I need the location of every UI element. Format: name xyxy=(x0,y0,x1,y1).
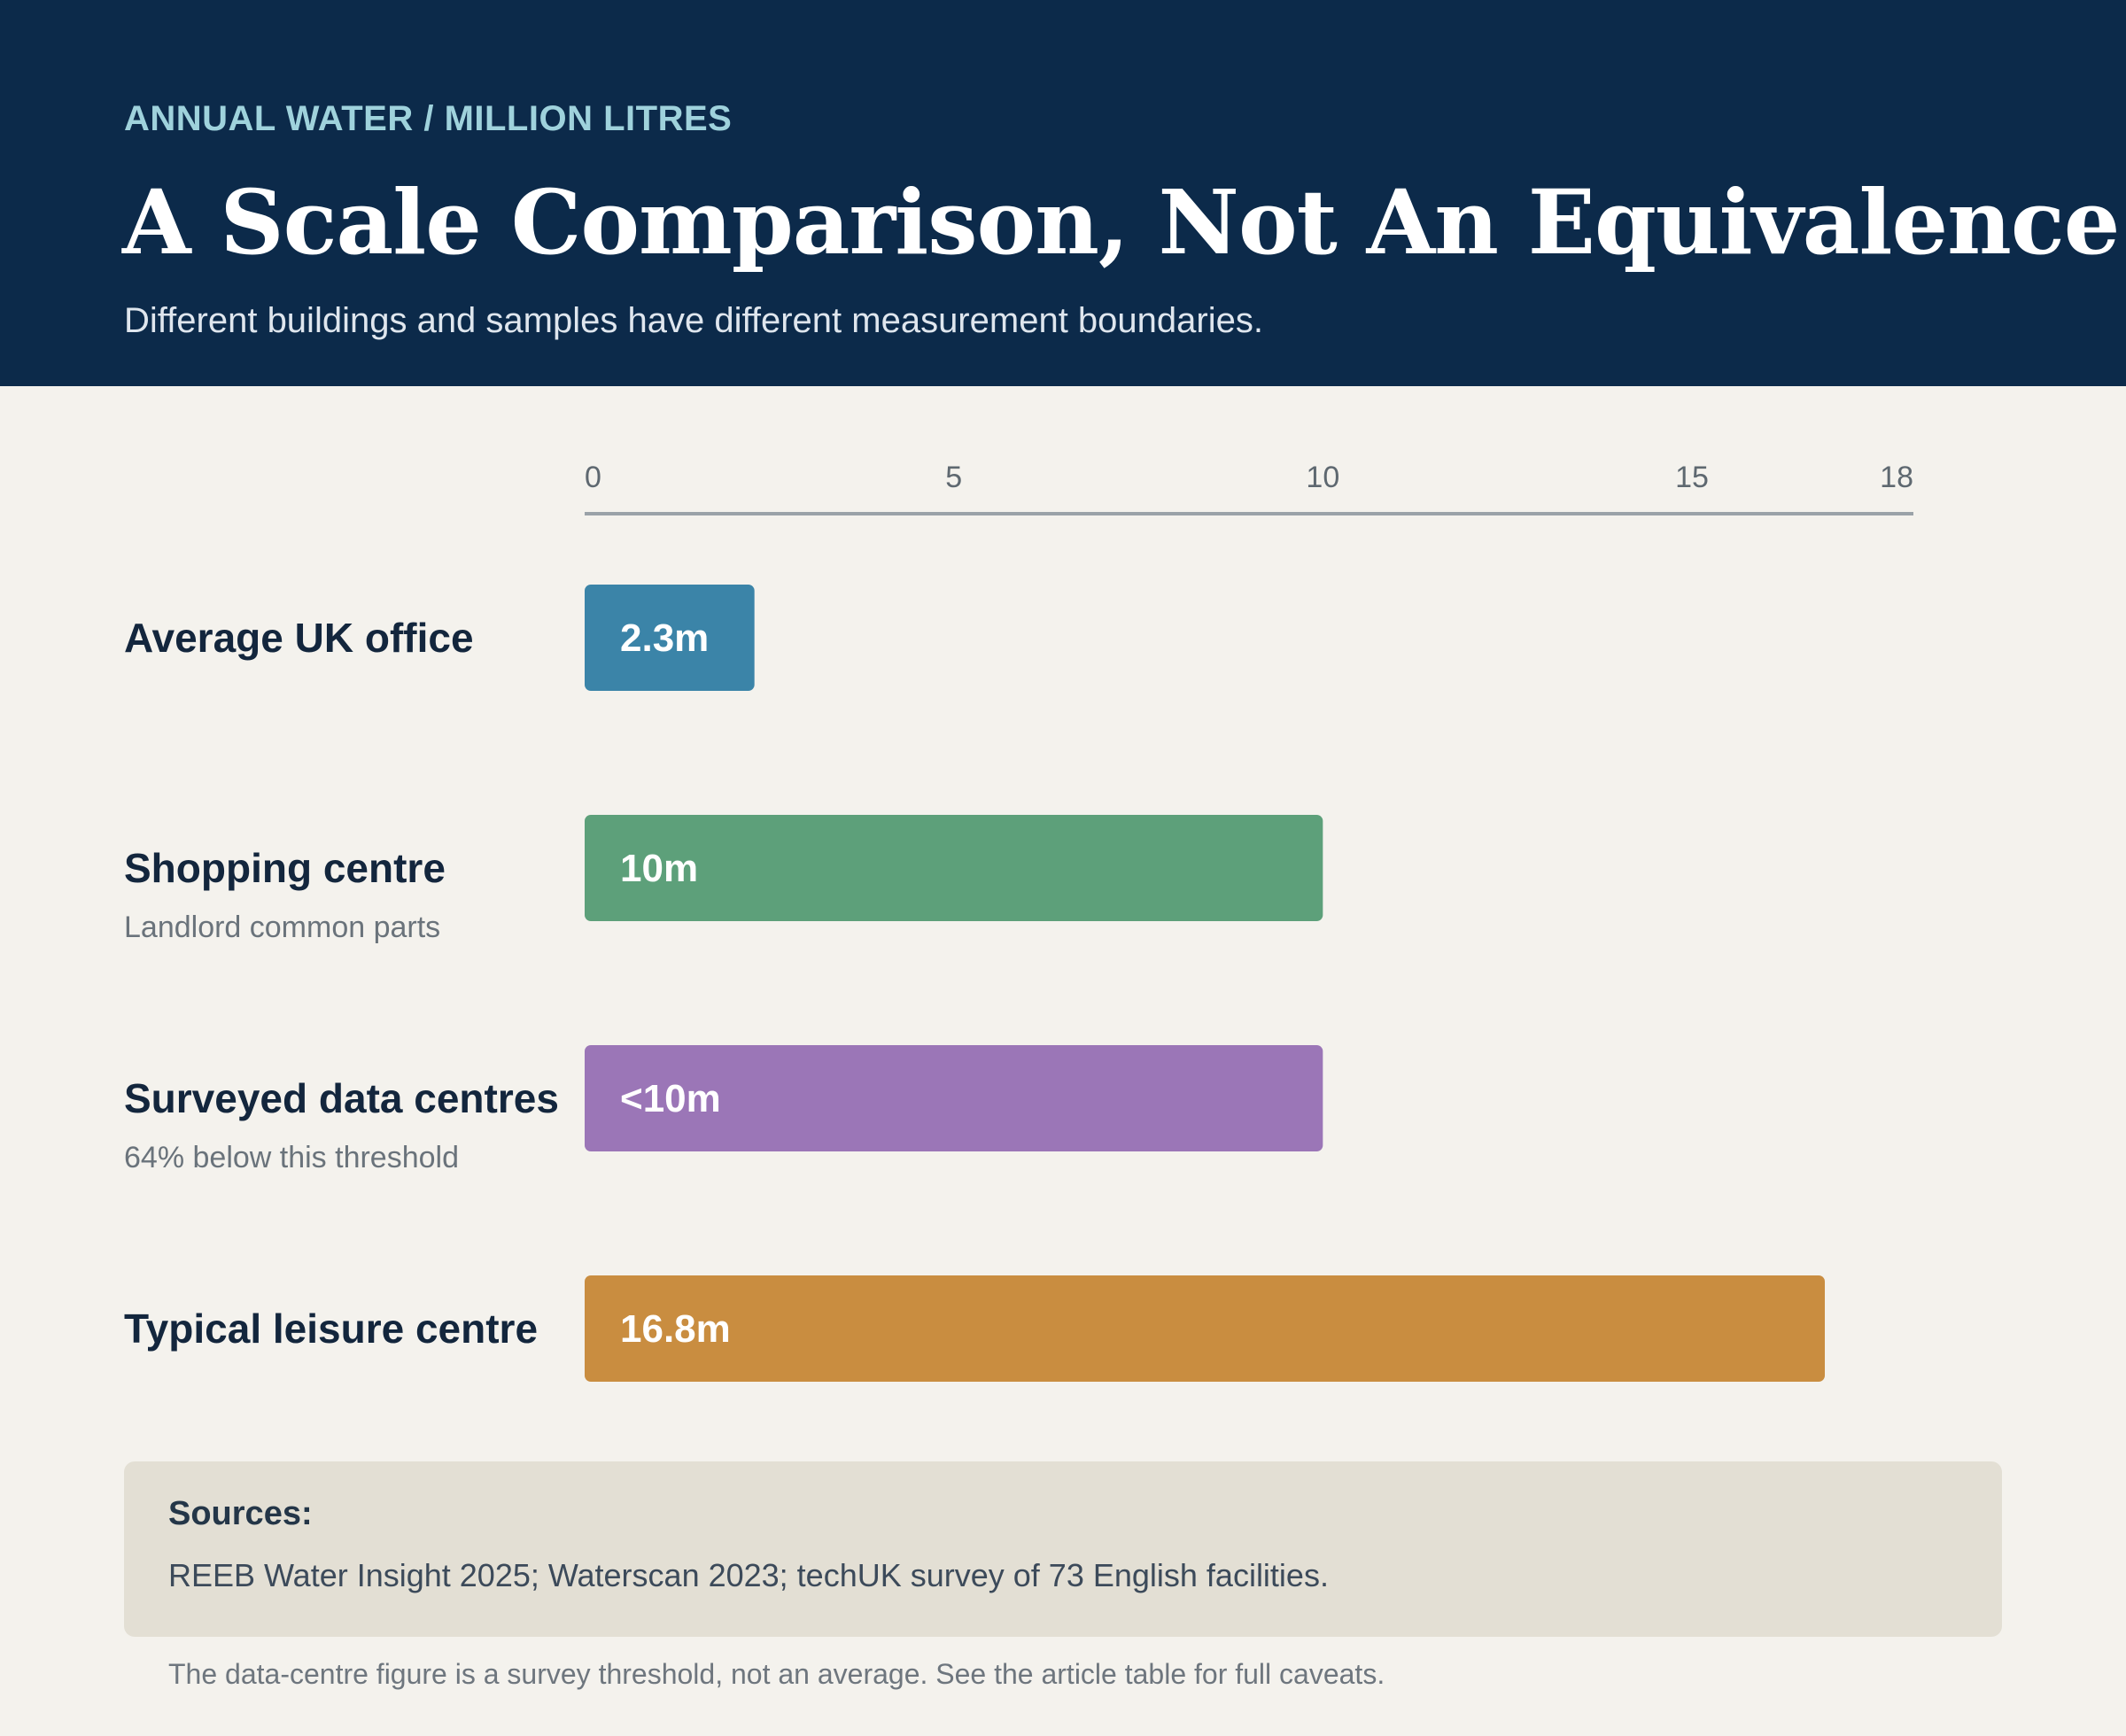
bar-chart: 0 5 10 15 18 2.3m Average UK office 10m Shopping… xyxy=(124,461,1913,1382)
x-tick-label: 18 xyxy=(1880,461,1913,494)
category-label: Surveyed data centres xyxy=(124,1075,559,1121)
header-banner: ANNUAL WATER / MILLION LITRES A Scale Co… xyxy=(0,0,2126,386)
sources-text: REEB Water Insight 2025; Waterscan 2023;… xyxy=(168,1557,1329,1593)
category-label: Average UK office xyxy=(124,615,474,661)
x-tick-label: 5 xyxy=(945,461,962,494)
bar-value-label: 16.8m xyxy=(620,1307,731,1351)
sources-panel: Sources: REEB Water Insight 2025; Waters… xyxy=(124,1461,2002,1637)
footnote: The data-centre figure is a survey thres… xyxy=(168,1658,1385,1690)
category-sublabel: Landlord common parts xyxy=(124,911,440,944)
bar-value-label: 2.3m xyxy=(620,616,709,660)
bar xyxy=(585,585,755,691)
bar xyxy=(585,1045,1323,1151)
bar-value-label: 10m xyxy=(620,847,698,890)
bar xyxy=(585,1275,1825,1382)
chart-subtitle: Different buildings and samples have dif… xyxy=(124,301,1263,340)
sources-title: Sources: xyxy=(168,1495,313,1532)
category-sublabel: 64% below this threshold xyxy=(124,1141,459,1174)
bar-value-label: <10m xyxy=(620,1077,721,1120)
category-label: Typical leisure centre xyxy=(124,1306,538,1352)
chart-title: A Scale Comparison, Not An Equivalence xyxy=(122,170,2120,275)
chart-eyebrow: ANNUAL WATER / MILLION LITRES xyxy=(124,99,733,138)
x-tick-label: 15 xyxy=(1675,461,1709,494)
x-tick-label: 10 xyxy=(1306,461,1339,494)
x-tick-label: 0 xyxy=(585,461,601,494)
category-label: Shopping centre xyxy=(124,845,446,891)
bar xyxy=(585,815,1323,921)
